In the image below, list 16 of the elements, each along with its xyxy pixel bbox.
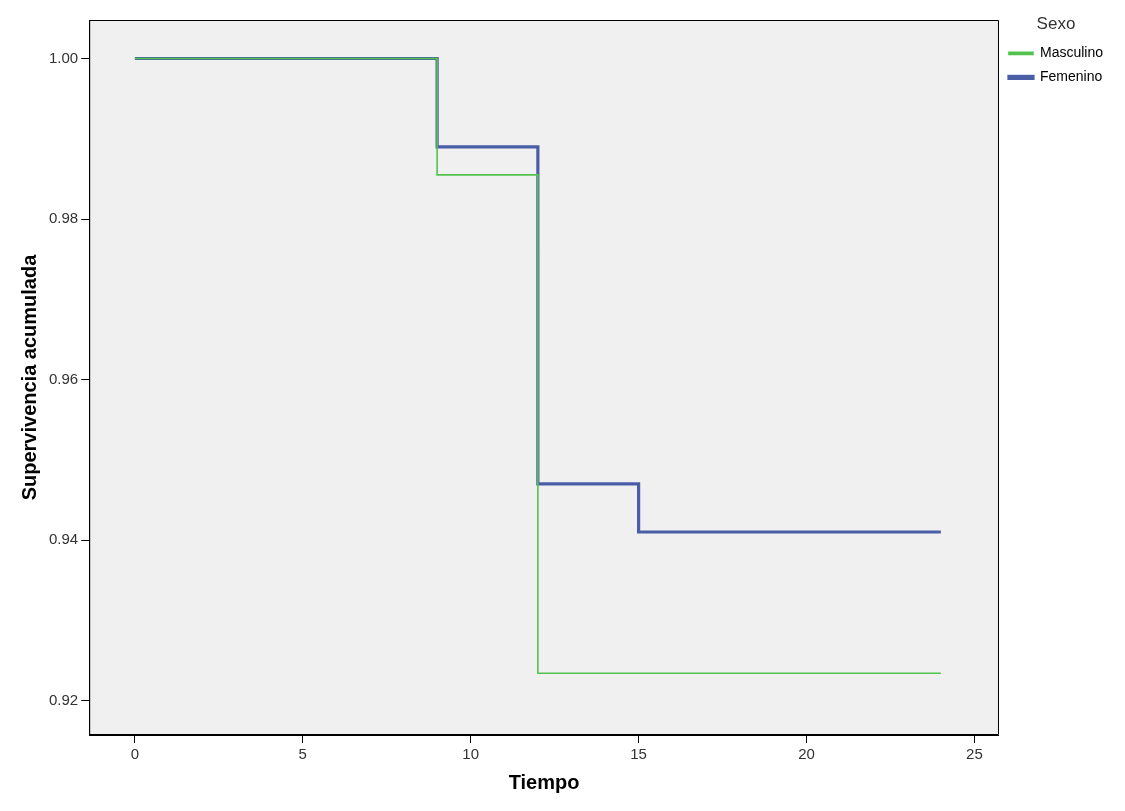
y-tick-label: 0.96	[48, 369, 79, 387]
x-tick-label: 10	[462, 745, 480, 763]
legend-label: Femenino	[1039, 68, 1103, 85]
y-axis-title: Supervivencia acumulada	[17, 253, 40, 501]
y-tick-label: 0.98	[48, 209, 79, 227]
x-tick-label: 0	[130, 745, 140, 763]
x-tick-label: 5	[298, 745, 307, 763]
y-tick-label: 0.94	[48, 530, 79, 548]
x-tick-label: 20	[798, 745, 815, 763]
y-tick-label: 0.92	[48, 690, 79, 708]
legend-title: Sexo	[1036, 14, 1076, 34]
x-axis-title: Tiempo	[508, 770, 580, 793]
x-tick-label: 25	[966, 745, 983, 763]
x-tick-label: 15	[630, 745, 647, 763]
y-tick-label: 1.00	[48, 48, 79, 66]
legend-label: Masculino	[1039, 44, 1104, 61]
